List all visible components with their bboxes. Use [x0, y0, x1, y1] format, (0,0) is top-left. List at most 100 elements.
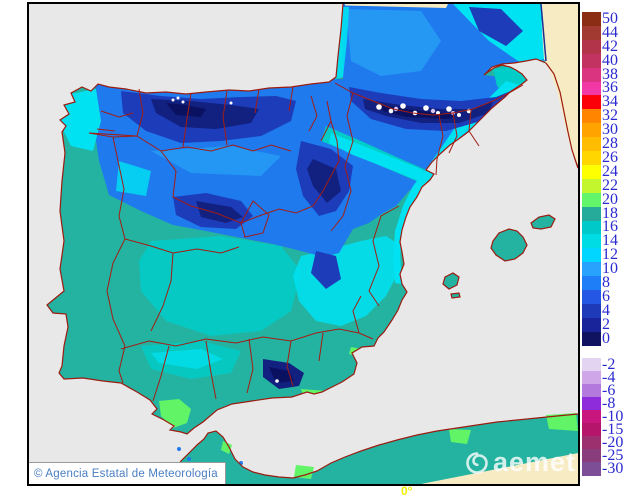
temperature-shading — [59, 4, 546, 428]
legend-swatch — [582, 317, 601, 333]
region-aquitaine-lightblue — [346, 9, 441, 76]
legend-tick-label: -30 — [602, 459, 624, 477]
mallorca — [490, 228, 528, 262]
legend-swatch — [582, 234, 601, 249]
legend-tick-label: 36 — [602, 79, 618, 97]
legend-swatch — [582, 358, 601, 372]
legend-tick-label: 34 — [602, 93, 618, 111]
region-duero-cyan — [116, 161, 151, 196]
legend-swatch — [582, 206, 601, 221]
legend-swatch — [582, 178, 601, 194]
region-cuenca-deepblue — [311, 251, 341, 289]
legend-swatch — [582, 164, 601, 180]
map-frame: © Agencia Estatal de Meteorología aemet — [27, 2, 580, 486]
region-ebro-cyan — [329, 133, 431, 181]
legend-tick-label: -25 — [602, 446, 624, 464]
legend-swatch — [582, 303, 601, 319]
region-valencia-coast-cyan — [393, 169, 434, 284]
legend-swatch — [582, 410, 601, 424]
no-data-land-topright — [541, 4, 578, 165]
legend-tick-label: -6 — [602, 381, 616, 399]
legend-swatch — [582, 12, 601, 27]
legend-tick-label: -2 — [602, 355, 616, 373]
africa-coastline — [170, 413, 578, 484]
legend-tick-label: 4 — [602, 301, 610, 319]
pyrenees-white-spots — [376, 103, 472, 117]
legend-swatch — [582, 123, 601, 138]
legend-tick-label: 22 — [602, 176, 618, 194]
legend-tick-label: 44 — [602, 23, 618, 41]
legend-swatch — [582, 371, 601, 385]
legend-swatch — [582, 39, 601, 55]
legend-swatch — [582, 384, 601, 398]
africa-green-patches — [221, 413, 578, 479]
iberia-coastline — [46, 4, 578, 435]
legend-swatch — [582, 53, 601, 69]
legend-tick-label: 38 — [602, 65, 618, 83]
sierranevada-snow-dot — [275, 379, 279, 383]
legend-swatch — [582, 423, 601, 437]
no-data-land-bottomright — [421, 453, 578, 484]
legend-swatch — [582, 109, 601, 124]
legend-swatch — [582, 262, 601, 277]
legend-tick-label: 42 — [602, 37, 618, 55]
france-coast-beige-edge — [545, 62, 578, 169]
legend-swatch — [582, 449, 601, 463]
legend-tick-label: 2 — [602, 315, 610, 333]
legend-tick-label: 20 — [602, 190, 618, 208]
legend-swatch — [582, 95, 601, 110]
legend-tick-label: -8 — [602, 394, 616, 412]
legend-tick-label: -20 — [602, 433, 624, 451]
ibiza — [442, 272, 460, 290]
attribution-text: © Agencia Estatal de Meteorología — [34, 467, 218, 480]
formentera — [450, 292, 461, 299]
legend-swatch — [582, 397, 601, 411]
legend-tick-label: 28 — [602, 135, 618, 153]
region-central-turquoise — [139, 236, 301, 336]
legend-swatch — [582, 192, 601, 208]
legend-tick-label: -4 — [602, 368, 616, 386]
legend-swatch — [582, 248, 601, 263]
iberia-temperature-map — [29, 4, 578, 484]
legend-tick-label: 50 — [602, 9, 618, 27]
region-guadalquivir-cyan — [151, 349, 223, 369]
data-region-edge — [540, 4, 547, 62]
province-borders — [88, 82, 524, 402]
legend-swatch — [582, 81, 601, 96]
legend-tick-label: -15 — [602, 420, 624, 438]
region-pyrenees-navy — [363, 99, 493, 123]
region-duero-lightblue — [151, 146, 281, 176]
legend-swatch — [582, 436, 601, 450]
legend-swatch — [582, 331, 601, 347]
legend-swatch — [582, 462, 601, 476]
region-gredos-navy — [196, 201, 243, 223]
legend-swatch — [582, 137, 601, 152]
legend-tick-label: 24 — [602, 162, 618, 180]
legend-swatch — [582, 220, 601, 235]
balearic-islands — [442, 214, 556, 299]
region-iberico-navy — [307, 159, 341, 203]
legend-tick-label: 26 — [602, 148, 618, 166]
legend-tick-label: 8 — [602, 274, 610, 292]
legend-tick-label: 16 — [602, 218, 618, 236]
legend-swatch — [582, 151, 601, 166]
region-sierranevada-darkest — [269, 367, 294, 383]
legend-tick-label: 12 — [602, 246, 618, 264]
region-cantabrian-darkest — [166, 103, 206, 117]
legend-swatch — [582, 290, 601, 305]
region-pyrenees-darkest — [381, 105, 456, 119]
legend-tick-label: 0 — [602, 329, 610, 347]
picos-white-spots — [171, 96, 233, 105]
legend-tick-label: 6 — [602, 287, 610, 305]
legend-swatch — [582, 25, 601, 41]
legend-tick-label: 14 — [602, 232, 618, 250]
legend-swatch — [582, 276, 601, 291]
legend-tick-label: 18 — [602, 204, 618, 222]
legend-tick-label: 40 — [602, 51, 618, 69]
region-massif-deepblue — [469, 7, 523, 46]
region-galicia-cyan — [59, 89, 101, 151]
menorca — [530, 214, 556, 230]
legend-tick-label: 32 — [602, 107, 618, 125]
legend-tick-label: -10 — [602, 407, 624, 425]
